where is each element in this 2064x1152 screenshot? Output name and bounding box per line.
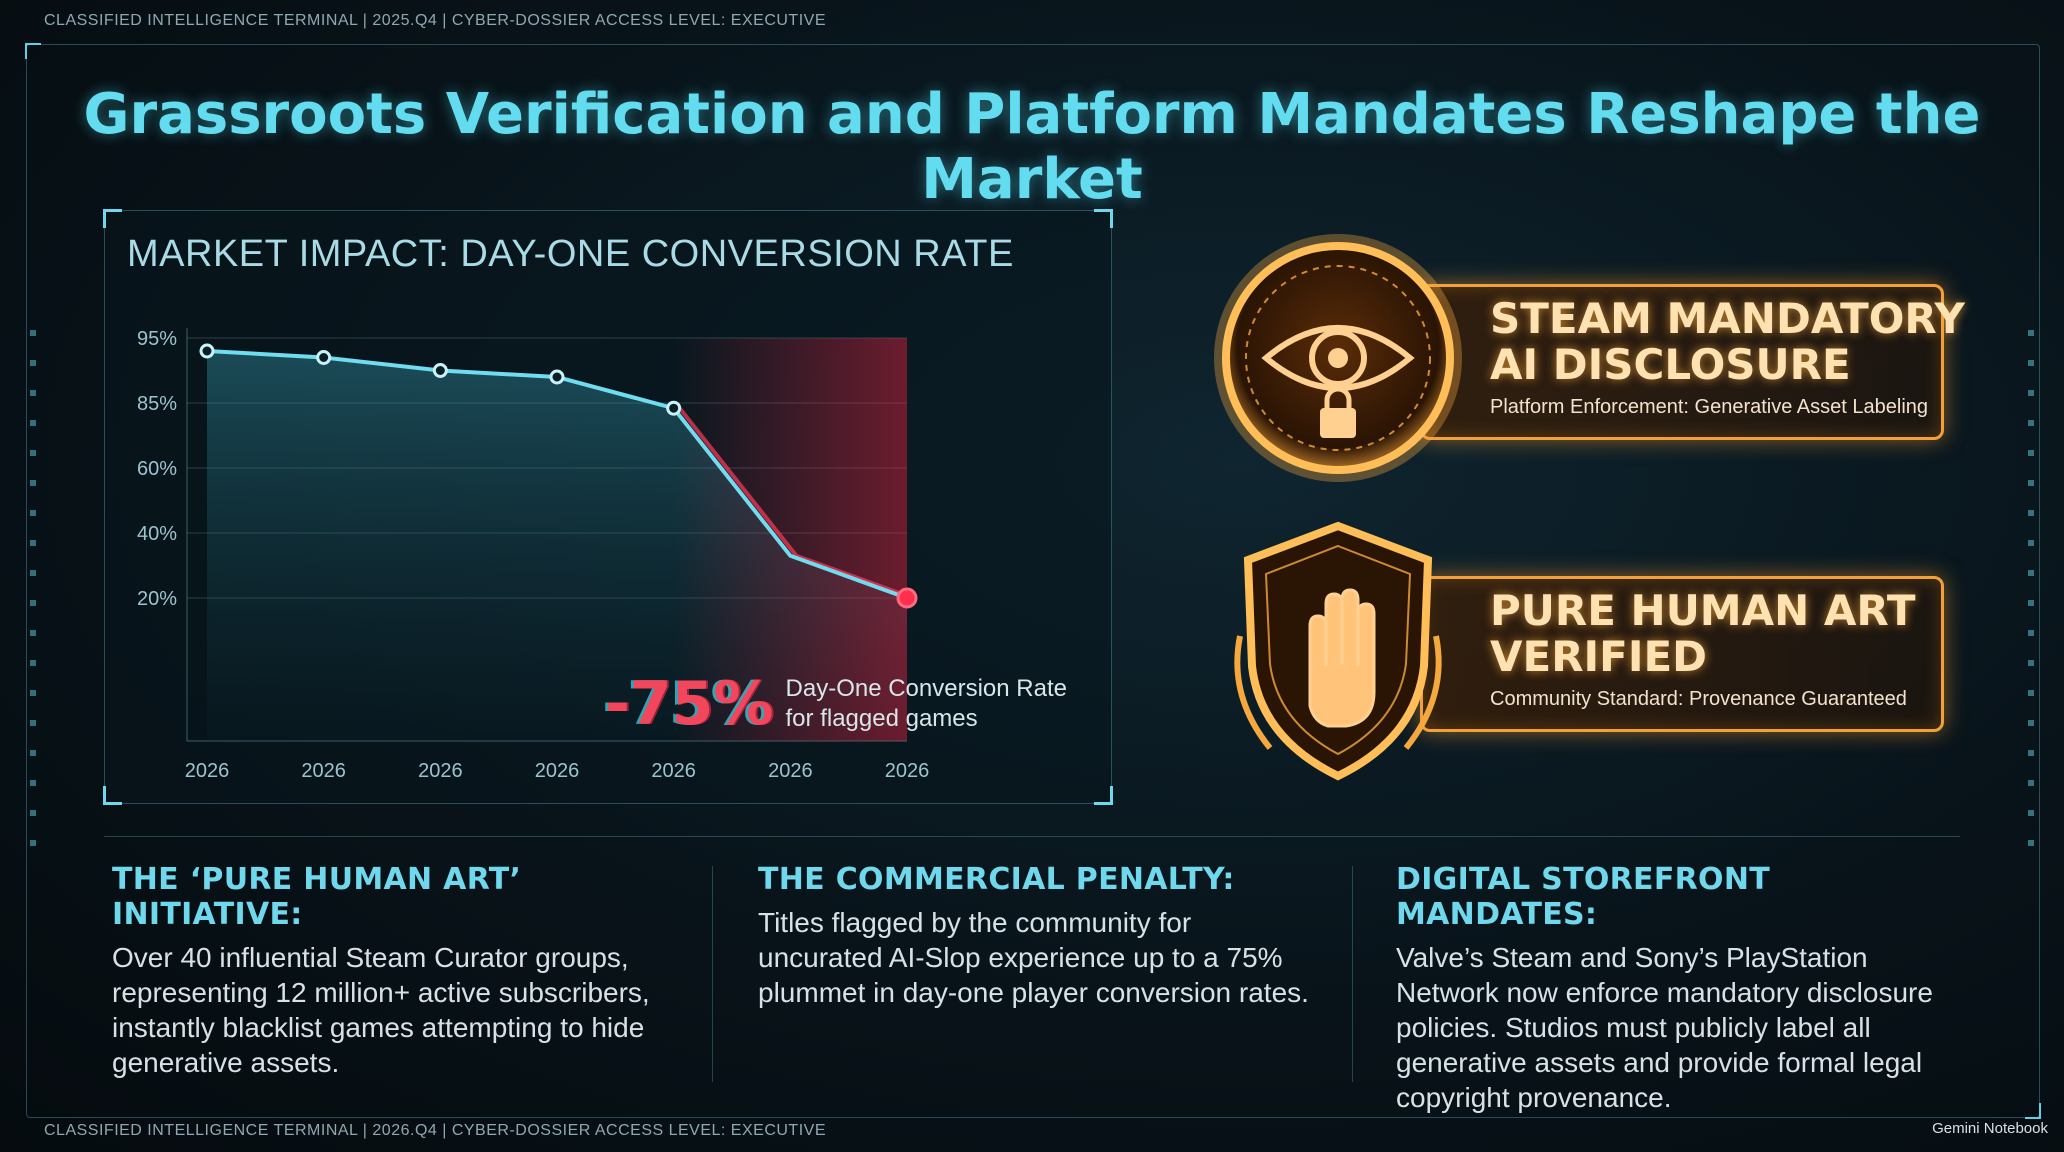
x-tick-label: 2026 — [418, 760, 463, 782]
column-divider — [712, 866, 713, 1082]
x-tick-label: 2026 — [651, 760, 696, 782]
eye-lock-icon — [1214, 234, 1462, 482]
x-tick-label: 2026 — [885, 760, 930, 782]
human-art-title-line2: VERIFIED — [1490, 632, 1708, 681]
drop-caption-line2: for flagged games — [785, 705, 978, 732]
corner-bracket — [1094, 786, 1113, 805]
drop-caption-line1: Day-One Conversion Rate — [785, 675, 1067, 702]
corner-bracket — [103, 209, 122, 228]
data-point — [549, 369, 565, 385]
chart-title: MARKET IMPACT: DAY-ONE CONVERSION RATE — [127, 233, 1014, 275]
human-art-title-line1: PURE HUMAN ART — [1490, 586, 1916, 635]
x-tick-label: 2026 — [768, 760, 813, 782]
human-art-plate — [1420, 576, 1944, 732]
column-divider — [1352, 866, 1353, 1082]
penalty-column: THE COMMERCIAL PENALTY: Titles flagged b… — [758, 862, 1318, 1010]
x-tick-label: 2026 — [535, 760, 580, 782]
mandates-column: DIGITAL STOREFRONT MANDATES: Valve’s Ste… — [1396, 862, 1976, 1115]
drop-callout: -75% Day-One Conversion Rate for flagged… — [605, 669, 1067, 739]
y-tick-label: 85% — [137, 393, 177, 415]
glitch-echo-line — [678, 406, 914, 600]
penalty-heading: THE COMMERCIAL PENALTY: — [758, 862, 1235, 897]
conversion-line-chart: 95% 85% 60% 40% 20% 2026 2026 2026 2026 2026 2026 2… — [137, 328, 930, 782]
steam-disclosure-plate — [1420, 284, 1944, 440]
data-point — [432, 363, 448, 378]
section-divider — [104, 836, 1960, 837]
initiative-body: Over 40 influential Steam Curator groups… — [112, 942, 650, 1078]
terminal-frame — [25, 43, 2041, 1119]
steam-disclosure-subtitle: Platform Enforcement: Generative Asset L… — [1490, 396, 1929, 418]
gemini-notebook-watermark: Gemini Notebook — [1932, 1120, 2048, 1137]
corner-bracket — [103, 786, 122, 805]
drop-percentage: -75% — [605, 669, 774, 739]
data-point — [896, 587, 918, 609]
data-point — [199, 343, 215, 359]
page-title: Grassroots Verification and Platform Man… — [83, 82, 1981, 212]
mandates-body: Valve’s Steam and Sony’s PlayStation Net… — [1396, 942, 1933, 1113]
right-tick-rail — [2028, 330, 2034, 850]
x-tick-label: 2026 — [301, 760, 346, 782]
y-tick-label: 40% — [137, 523, 177, 545]
penalty-body: Titles flagged by the community for uncu… — [758, 907, 1309, 1008]
chart-panel: MARKET IMPACT: DAY-ONE CONVERSION RATE 9… — [103, 209, 1113, 805]
decline-highlight — [673, 338, 907, 741]
y-tick-label: 95% — [137, 328, 177, 350]
mandates-heading: DIGITAL STOREFRONT MANDATES: — [1396, 862, 1770, 932]
corner-bracket — [1094, 209, 1113, 228]
top-status-strip: CLASSIFIED INTELLIGENCE TERMINAL | 2025.… — [44, 12, 826, 29]
hand-shield-icon — [1234, 521, 1442, 781]
y-tick-label: 20% — [137, 588, 177, 610]
bottom-status-strip: CLASSIFIED INTELLIGENCE TERMINAL | 2026.… — [44, 1122, 826, 1139]
steam-disclosure-title-line2: AI DISCLOSURE — [1490, 340, 1851, 389]
drop-caption: Day-One Conversion Rate for flagged game… — [786, 674, 1067, 734]
y-tick-label: 60% — [137, 458, 177, 480]
data-point — [316, 350, 332, 365]
initiative-heading: THE ‘PURE HUMAN ART’ INITIATIVE: — [112, 862, 522, 932]
human-art-subtitle: Community Standard: Provenance Guarantee… — [1490, 688, 1907, 710]
steam-disclosure-title-line1: STEAM MANDATORY — [1490, 294, 1965, 343]
data-point — [666, 400, 682, 416]
left-tick-rail — [30, 330, 36, 850]
initiative-column: THE ‘PURE HUMAN ART’ INITIATIVE: Over 40… — [112, 862, 672, 1080]
x-tick-label: 2026 — [185, 760, 230, 782]
